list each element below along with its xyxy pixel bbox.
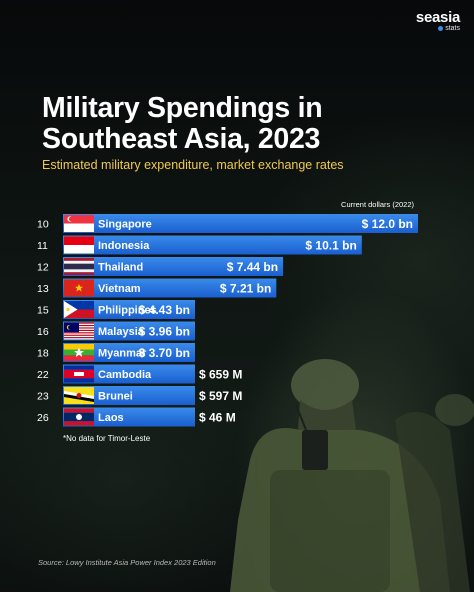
rank-label: 16 xyxy=(37,326,49,338)
bar-row-malaysia: 16 Malaysia$ 3.96 bn xyxy=(37,321,195,341)
bar-row-thailand: 12 Thailand $ 7.44 bn xyxy=(37,257,284,276)
unit-note: Current dollars (2022) xyxy=(341,200,414,209)
bar-row-vietnam: 13 Vietnam $ 7.21 bn xyxy=(37,278,277,298)
rank-label: 11 xyxy=(37,240,48,252)
chart-title: Military Spendings in Southeast Asia, 20… xyxy=(42,92,323,155)
bar-row-cambodia: 22 Cambodia $ 659 M xyxy=(37,364,242,384)
category-label: Myanmar xyxy=(98,348,147,360)
value-label: $ 3.70 bn xyxy=(139,346,190,360)
bar-row-indonesia: 11 Indonesia $ 10.1 bn xyxy=(37,235,362,255)
brand-logo: seasia stats xyxy=(416,10,460,33)
rank-label: 10 xyxy=(37,219,49,231)
bar-row-laos: 26 Laos $ 46 M xyxy=(37,407,236,427)
value-label: $ 10.1 bn xyxy=(305,239,356,253)
chart-subtitle: Estimated military expenditure, market e… xyxy=(42,158,344,172)
bar-indonesia xyxy=(63,235,362,255)
bar-cambodia xyxy=(63,364,195,384)
category-label: Singapore xyxy=(98,219,152,231)
bar-malaysia xyxy=(63,321,195,341)
value-label: $ 12.0 bn xyxy=(362,217,413,231)
footnote: *No data for Timor-Leste xyxy=(63,434,151,443)
bar-vietnam xyxy=(63,278,277,298)
rank-label: 15 xyxy=(37,305,49,317)
bar-singapore xyxy=(63,214,418,233)
myanmar-flag-icon xyxy=(64,344,94,361)
singapore-flag-icon xyxy=(64,215,94,232)
category-label: Thailand xyxy=(98,262,143,274)
philippines-flag-icon xyxy=(64,301,94,318)
category-label: Brunei xyxy=(98,391,133,403)
rank-label: 13 xyxy=(37,283,49,295)
category-label: Indonesia xyxy=(98,240,150,252)
brand-name: seasia xyxy=(415,9,460,26)
rank-label: 22 xyxy=(37,369,49,381)
bar-row-myanmar: 18 Myanmar$ 3.70 bn xyxy=(37,343,195,362)
value-label: $ 659 M xyxy=(199,368,242,382)
bar-row-philippines: 15 Philippines$ 4.43 bn xyxy=(37,300,195,319)
brand-sub: stats xyxy=(445,25,460,32)
category-label: Vietnam xyxy=(98,283,141,295)
bar-myanmar xyxy=(63,343,195,362)
category-label: Cambodia xyxy=(98,369,152,381)
brand-dot-icon xyxy=(438,25,444,31)
value-label: $ 46 M xyxy=(199,411,236,425)
bar-laos xyxy=(63,407,195,427)
thailand-flag-icon xyxy=(64,258,94,275)
indonesia-flag-icon xyxy=(64,236,94,254)
rank-label: 18 xyxy=(37,348,49,360)
brunei-flag-icon xyxy=(64,387,94,404)
value-label: $ 597 M xyxy=(199,389,242,403)
rank-label: 12 xyxy=(37,262,49,274)
category-label: Philippines xyxy=(98,305,157,317)
bar-row-singapore: 10 Singapore $ 12.0 bn xyxy=(37,214,418,233)
source-note: Source: Lowy Institute Asia Power Index … xyxy=(38,558,216,567)
value-label: $ 7.44 bn xyxy=(227,260,278,274)
rank-label: 23 xyxy=(37,391,49,403)
value-label: $ 7.21 bn xyxy=(220,282,271,296)
value-label: $ 4.43 bn xyxy=(139,303,190,317)
value-label: $ 3.96 bn xyxy=(139,325,190,339)
bar-thailand xyxy=(63,257,284,276)
rank-label: 26 xyxy=(37,412,49,424)
laos-flag-icon xyxy=(64,408,94,426)
vietnam-flag-icon xyxy=(64,279,94,297)
malaysia-flag-icon xyxy=(64,322,94,340)
cambodia-flag-icon xyxy=(64,365,94,383)
bar-philippines xyxy=(63,300,195,319)
bar-row-brunei: 23 Brunei $ 597 M xyxy=(37,386,242,405)
category-label: Laos xyxy=(98,412,124,424)
category-label: Malaysia xyxy=(98,326,145,338)
bar-brunei xyxy=(63,386,195,405)
